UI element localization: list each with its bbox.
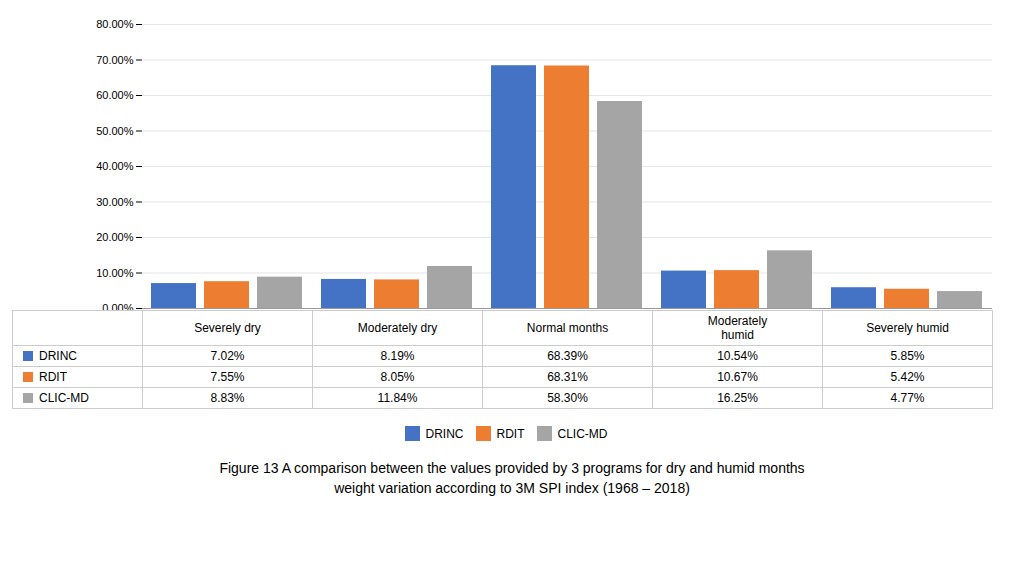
html-text:7.02%: 7.02% (210, 349, 245, 363)
html-text:5.42%: 5.42% (890, 370, 925, 384)
html-text:CLIC-MD: CLIC-MD (39, 391, 89, 405)
html-text:16.25%: 16.25% (717, 391, 758, 405)
html-text:CLIC-MD: CLIC-MD (557, 426, 608, 441)
svg-text:0.00%: 0.00% (102, 302, 133, 310)
html-text:11.84%: 11.84% (377, 391, 418, 405)
svg-text:80.00%: 80.00% (96, 18, 134, 30)
html-text:8.05%: 8.05% (380, 370, 415, 384)
html-text:7.55%: 7.55% (210, 370, 245, 384)
html-text:Normal months: Normal months (526, 321, 609, 335)
html-text:Severely humid: Severely humid (866, 321, 949, 335)
html-text:DRINC: DRINC (39, 349, 77, 363)
html-text:Moderately dry: Moderately dry (357, 321, 438, 335)
html-text:4.77%: 4.77% (890, 391, 925, 405)
svg-text:30.00%: 30.00% (96, 196, 134, 208)
svg-text:10.00%: 10.00% (96, 267, 134, 279)
html-text:Moderately humid: Moderately humid (707, 314, 768, 342)
html-text:DRINC: DRINC (425, 426, 464, 441)
html-text:5.85%: 5.85% (890, 349, 925, 363)
svg-text:50.00%: 50.00% (96, 125, 134, 137)
html-text:10.67%: 10.67% (717, 370, 758, 384)
html-text:68.39%: 68.39% (547, 349, 588, 363)
svg-text:20.00%: 20.00% (96, 231, 134, 243)
html-text:Severely dry: Severely dry (194, 321, 261, 335)
html-text:8.83%: 8.83% (210, 391, 245, 405)
html-text:68.31%: 68.31% (547, 370, 588, 384)
html-text:Figure 13 A comparison between: Figure 13 A comparison between the value… (219, 460, 805, 476)
html-text:RDIT: RDIT (39, 370, 67, 384)
html-text:8.19%: 8.19% (380, 349, 415, 363)
html-text:weight variation according to: weight variation according to 3M SPI ind… (334, 480, 690, 496)
svg-text:70.00%: 70.00% (96, 54, 134, 66)
html-text:58.30%: 58.30% (547, 391, 588, 405)
html-text:RDIT: RDIT (496, 426, 525, 441)
html-text:10.54%: 10.54% (717, 349, 758, 363)
svg-text:60.00%: 60.00% (96, 89, 134, 101)
svg-text:40.00%: 40.00% (96, 160, 134, 172)
